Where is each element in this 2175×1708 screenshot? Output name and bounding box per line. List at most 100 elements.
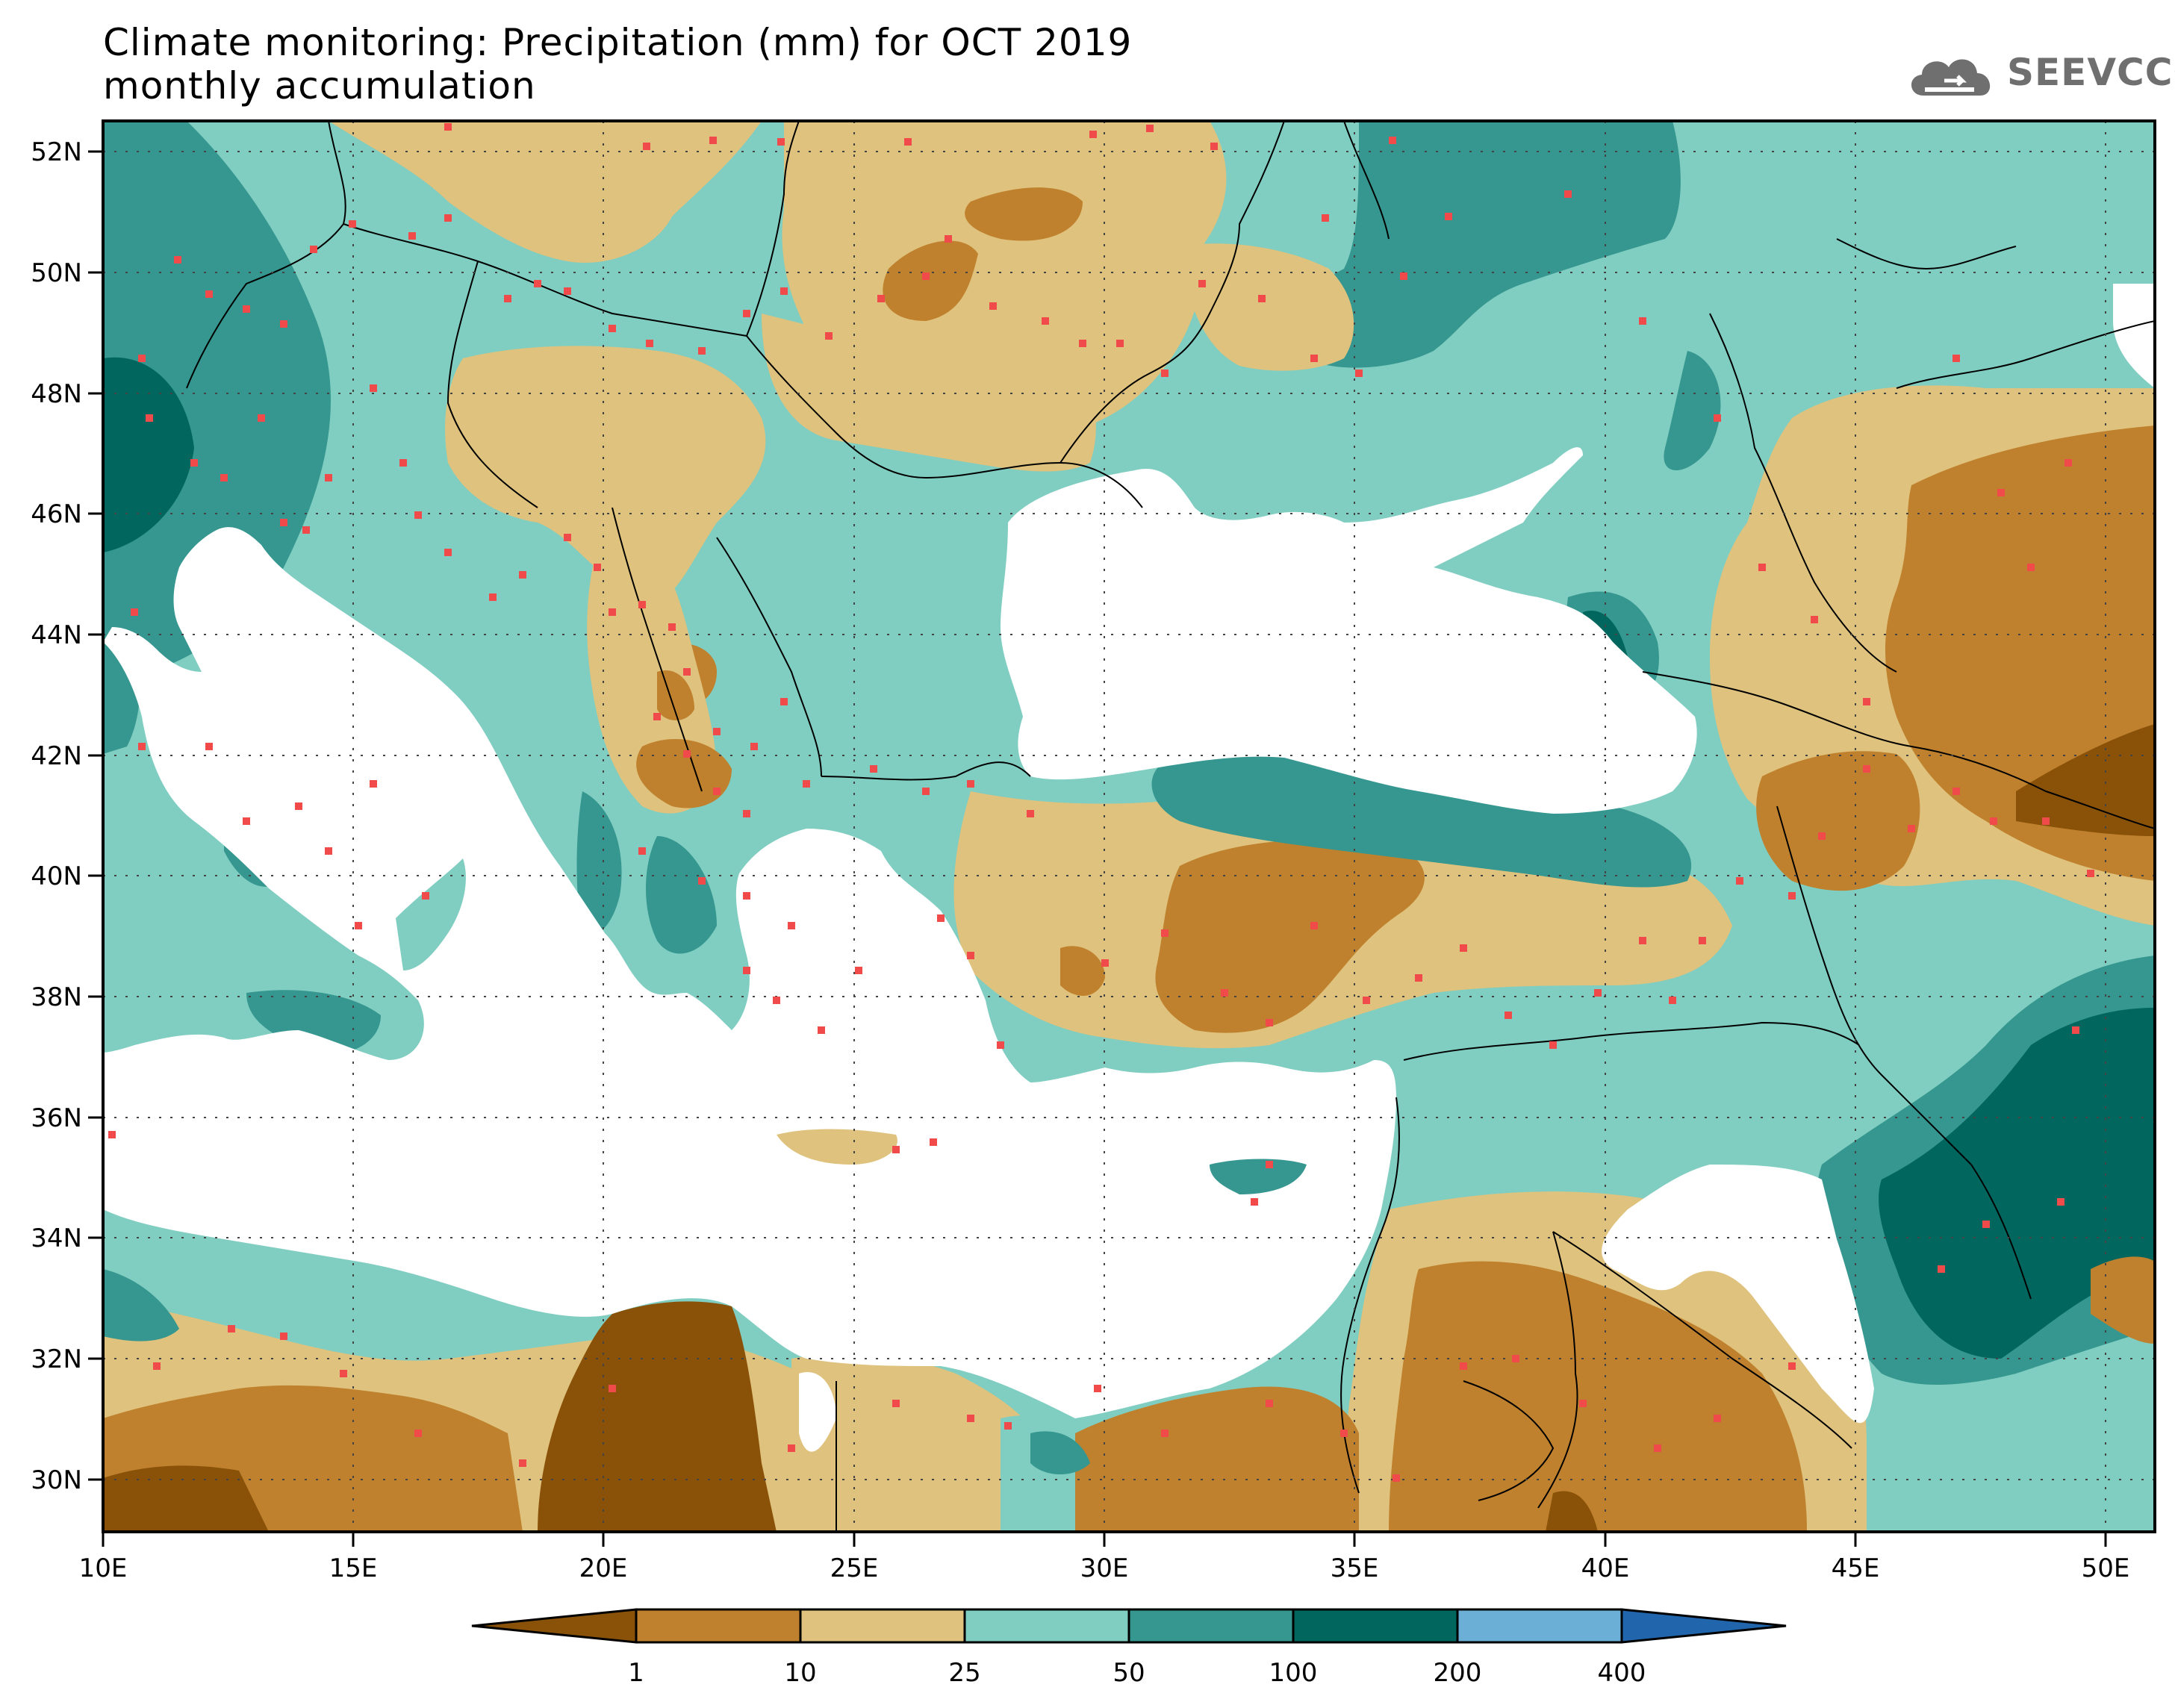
station-marker bbox=[743, 310, 750, 317]
station-marker bbox=[1997, 489, 2005, 496]
station-marker bbox=[825, 332, 833, 340]
station-marker bbox=[1714, 1415, 1721, 1422]
station-marker bbox=[709, 137, 717, 144]
station-marker bbox=[2064, 459, 2072, 467]
station-marker bbox=[280, 519, 287, 526]
station-marker bbox=[870, 765, 877, 773]
y-axis-labels: 52N 50N 48N 46N 44N 42N 40N 38N 36N 34N … bbox=[31, 137, 82, 1495]
station-marker bbox=[190, 459, 198, 467]
station-marker bbox=[1818, 832, 1826, 840]
station-marker bbox=[414, 1430, 422, 1437]
station-marker bbox=[1251, 1198, 1258, 1206]
station-marker bbox=[1198, 280, 1206, 287]
y-tick-label: 40N bbox=[31, 861, 82, 891]
station-marker bbox=[892, 1146, 900, 1153]
colorbar-label: 10 bbox=[784, 1658, 816, 1688]
station-marker bbox=[930, 1138, 937, 1146]
station-marker bbox=[609, 325, 616, 332]
station-marker bbox=[1639, 937, 1646, 944]
precipitation-field bbox=[103, 121, 2155, 1532]
station-marker bbox=[228, 1325, 235, 1333]
station-marker bbox=[713, 788, 721, 795]
station-marker bbox=[1004, 1422, 1012, 1430]
station-marker bbox=[414, 511, 422, 519]
cloud-icon bbox=[1911, 59, 1991, 96]
station-marker bbox=[1549, 1041, 1557, 1049]
x-tick-label: 25E bbox=[830, 1553, 879, 1583]
station-marker bbox=[355, 922, 362, 929]
station-marker bbox=[2057, 1198, 2064, 1206]
station-marker bbox=[609, 1385, 616, 1392]
station-marker bbox=[638, 601, 646, 608]
station-marker bbox=[1415, 974, 1422, 982]
plot-frame bbox=[102, 119, 2156, 1533]
station-marker bbox=[1952, 788, 1960, 795]
station-marker bbox=[108, 1131, 116, 1138]
y-tick-label: 44N bbox=[31, 620, 82, 650]
station-marker bbox=[349, 220, 356, 228]
y-tick-label: 52N bbox=[31, 137, 82, 167]
station-marker bbox=[2042, 817, 2050, 825]
station-marker bbox=[1699, 937, 1706, 944]
station-marker bbox=[1445, 213, 1452, 220]
station-marker bbox=[138, 743, 146, 750]
station-marker bbox=[1736, 877, 1743, 885]
x-tick-label: 45E bbox=[1832, 1553, 1880, 1583]
station-marker bbox=[643, 143, 650, 150]
colorbar-label: 100 bbox=[1269, 1658, 1318, 1688]
station-marker bbox=[1027, 810, 1034, 817]
station-marker bbox=[1266, 1019, 1273, 1026]
station-marker bbox=[1355, 370, 1363, 377]
station-marker bbox=[937, 914, 945, 922]
station-marker bbox=[683, 668, 691, 676]
station-marker bbox=[340, 1370, 347, 1377]
station-marker bbox=[564, 287, 571, 295]
station-marker bbox=[777, 138, 785, 146]
colorbar-bin bbox=[1127, 1608, 1295, 1644]
station-marker bbox=[646, 340, 653, 347]
y-tick-label: 34N bbox=[31, 1224, 82, 1253]
station-marker bbox=[1266, 1400, 1273, 1407]
station-marker bbox=[2027, 564, 2035, 571]
station-marker bbox=[174, 256, 181, 264]
station-markers bbox=[108, 123, 2094, 1482]
station-marker bbox=[408, 232, 416, 240]
colorbar-bin bbox=[1456, 1608, 1623, 1644]
station-marker bbox=[967, 952, 974, 959]
title-line-2: monthly accumulation bbox=[103, 64, 536, 107]
station-marker bbox=[1639, 317, 1646, 325]
station-marker bbox=[243, 305, 250, 313]
station-marker bbox=[444, 123, 452, 131]
station-marker bbox=[818, 1026, 825, 1034]
station-marker bbox=[504, 295, 511, 302]
x-tick-label: 10E bbox=[79, 1553, 128, 1583]
colorbar-label: 1 bbox=[628, 1658, 644, 1688]
station-marker bbox=[1310, 355, 1318, 362]
station-marker bbox=[153, 1362, 161, 1370]
station-marker bbox=[1094, 1385, 1101, 1392]
station-marker bbox=[258, 414, 265, 422]
station-marker bbox=[1079, 340, 1086, 347]
station-marker bbox=[1579, 1400, 1587, 1407]
station-marker bbox=[892, 1400, 900, 1407]
station-marker bbox=[489, 593, 497, 601]
y-tick-label: 38N bbox=[31, 982, 82, 1012]
colorbar-label: 25 bbox=[948, 1658, 980, 1688]
x-tick-label: 30E bbox=[1080, 1553, 1129, 1583]
station-marker bbox=[780, 287, 788, 295]
station-marker bbox=[855, 967, 862, 974]
station-marker bbox=[1161, 929, 1169, 937]
station-marker bbox=[1322, 214, 1329, 222]
station-marker bbox=[310, 246, 317, 253]
colorbar-bin bbox=[1292, 1608, 1459, 1644]
seevccc-logo: SEEVCCC bbox=[1902, 43, 2175, 110]
y-tick-label: 42N bbox=[31, 741, 82, 771]
y-tick-label: 46N bbox=[31, 499, 82, 529]
station-marker bbox=[1654, 1444, 1661, 1452]
station-marker bbox=[683, 750, 691, 758]
station-marker bbox=[519, 1459, 526, 1467]
station-marker bbox=[877, 295, 885, 302]
station-marker bbox=[2072, 1026, 2079, 1034]
station-marker bbox=[922, 272, 930, 280]
station-marker bbox=[564, 534, 571, 541]
